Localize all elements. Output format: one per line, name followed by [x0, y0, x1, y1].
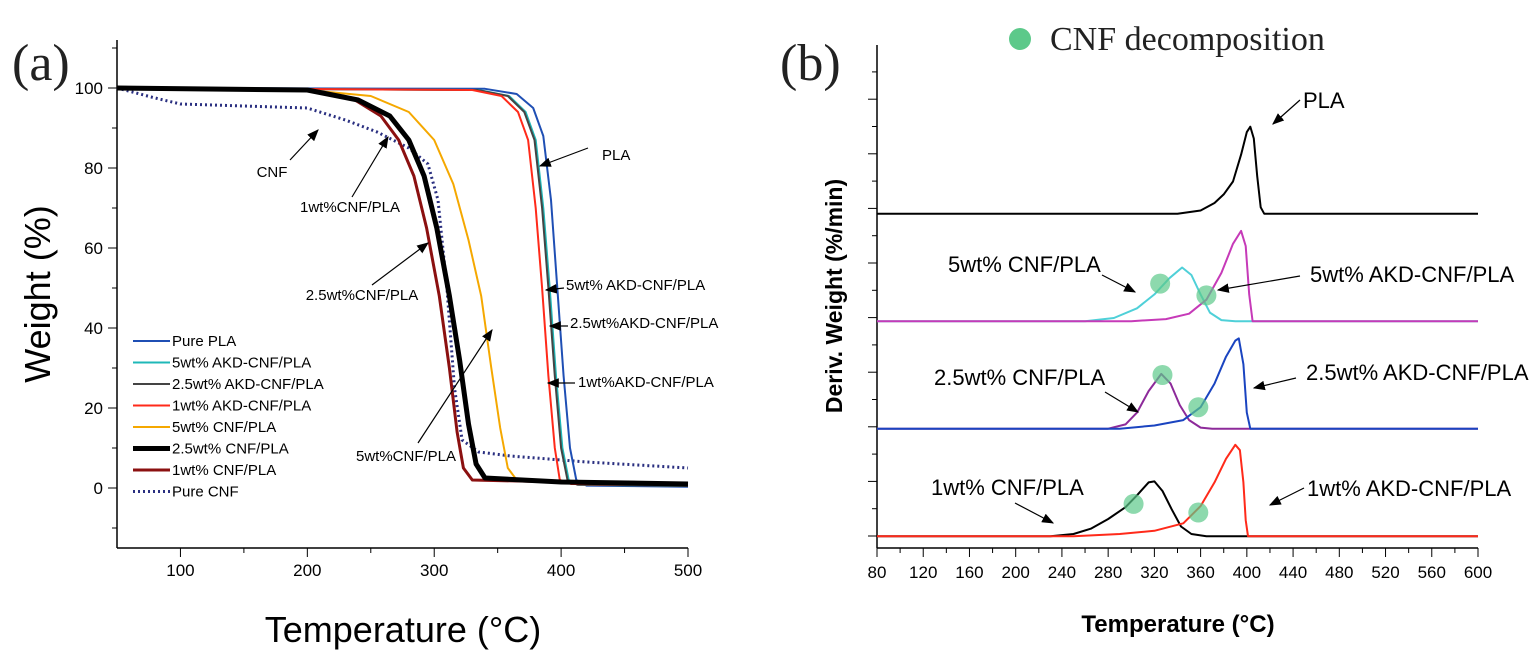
- x-tick-label: 440: [1279, 563, 1307, 582]
- series-line-2-5wt-akd-cnf-pla: [877, 337, 1478, 430]
- x-tick-label: 500: [674, 561, 702, 580]
- y-tick-label: 20: [84, 399, 103, 418]
- annotation-label: 5wt%CNF/PLA: [356, 448, 456, 465]
- x-tick-label: 280: [1094, 563, 1122, 582]
- decomposition-legend-label: CNF decomposition: [1050, 21, 1325, 58]
- y-tick-label: 0: [94, 479, 103, 498]
- decomposition-marker: [1123, 493, 1144, 514]
- legend-label: 2.5wt% AKD-CNF/PLA: [172, 376, 324, 393]
- y-tick-label: 60: [84, 239, 103, 258]
- legend-label: 1wt% CNF/PLA: [172, 462, 276, 479]
- series-line-2-5wt-cnf-pla: [116, 85, 689, 487]
- series-line-5wt-cnf-pla: [877, 266, 1478, 323]
- x-tick-label: 120: [909, 563, 937, 582]
- x-tick-label: 400: [1233, 563, 1261, 582]
- annotation-label: 2.5wt% CNF/PLA: [934, 365, 1105, 390]
- annotation-label: 2.5wt%CNF/PLA: [306, 287, 419, 304]
- panel-b-label: (b): [780, 35, 841, 92]
- annotation-label: PLA: [1303, 88, 1345, 113]
- legend-label: 5wt% AKD-CNF/PLA: [172, 355, 311, 372]
- annotation-arrow: [1101, 274, 1137, 293]
- legend-label: 1wt% AKD-CNF/PLA: [172, 398, 311, 415]
- x-tick-label: 560: [1418, 563, 1446, 582]
- legend-label: Pure CNF: [172, 484, 239, 501]
- y-tick-label: 80: [84, 159, 103, 178]
- annotation-label: PLA: [602, 147, 630, 164]
- annotation-label: 2.5wt% AKD-CNF/PLA: [1306, 360, 1529, 385]
- x-tick-label: 100: [166, 561, 194, 580]
- annotation-arrow: [371, 242, 429, 286]
- annotation-label: 5wt% CNF/PLA: [948, 252, 1101, 277]
- legend-label: Pure PLA: [172, 333, 236, 350]
- x-tick-label: 200: [1002, 563, 1030, 582]
- annotation-label: 1wt%CNF/PLA: [300, 199, 400, 216]
- annotation-arrow: [351, 135, 389, 198]
- panel-a-xlabel: Temperature (°C): [265, 609, 541, 650]
- annotation-label: 5wt% AKD-CNF/PLA: [566, 277, 705, 294]
- x-tick-label: 240: [1048, 563, 1076, 582]
- panel-b: 80 120 160 200 240 280 320 360 400 440 480 520 560 60…: [868, 45, 1529, 582]
- annotation-label: CNF: [257, 164, 288, 181]
- annotation-label: 5wt% AKD-CNF/PLA: [1310, 262, 1514, 287]
- panel-b-ylabel: Deriv. Weight (%/min): [821, 179, 847, 413]
- y-tick-label: 100: [75, 79, 103, 98]
- panel-a-ylabel: Weight (%): [17, 205, 58, 382]
- panel-a-label: (a): [12, 35, 70, 92]
- series-line-5wt-akd-cnf-pla: [877, 229, 1478, 323]
- y-tick-label: 40: [84, 319, 103, 338]
- legend-label: 2.5wt% CNF/PLA: [172, 441, 289, 458]
- x-tick-label: 360: [1186, 563, 1214, 582]
- annotation-arrow: [1104, 391, 1140, 413]
- annotation-label: 1wt% CNF/PLA: [931, 475, 1084, 500]
- x-tick-label: 300: [420, 561, 448, 580]
- decomposition-marker: [1188, 397, 1209, 418]
- series-line-pla: [877, 125, 1478, 215]
- panel-a: 100 200 300 400 500 0 20 40 60 80 100 Pure PLA 5wt% …: [75, 40, 718, 580]
- annotation-arrow: [1252, 377, 1297, 391]
- annotation-arrow: [1272, 99, 1301, 125]
- x-tick-label: 520: [1371, 563, 1399, 582]
- annotation-arrow: [417, 328, 493, 444]
- annotation-arrow: [538, 147, 589, 167]
- legend-label: 5wt% CNF/PLA: [172, 419, 276, 436]
- annotation-arrow: [1014, 502, 1055, 524]
- panel-b-xlabel: Temperature (°C): [1081, 611, 1274, 638]
- decomposition-marker: [1152, 364, 1173, 385]
- annotation-arrow: [289, 129, 319, 161]
- x-tick-label: 80: [868, 563, 887, 582]
- annotation-arrow: [1216, 275, 1301, 293]
- x-tick-label: 480: [1325, 563, 1353, 582]
- annotation-arrow: [1268, 487, 1305, 506]
- decomposition-marker: [1196, 285, 1217, 306]
- x-tick-label: 400: [547, 561, 575, 580]
- series-line-pure-cnf: [116, 86, 689, 470]
- x-tick-label: 600: [1464, 563, 1492, 582]
- annotation-label: 1wt% AKD-CNF/PLA: [1307, 476, 1511, 501]
- series-line-1wt-akd-cnf-pla: [877, 443, 1478, 538]
- x-tick-label: 200: [293, 561, 321, 580]
- x-tick-label: 320: [1140, 563, 1168, 582]
- annotation-label: 1wt%AKD-CNF/PLA: [578, 374, 714, 391]
- series-line-1wt-cnf-pla: [877, 480, 1478, 538]
- x-tick-label: 160: [955, 563, 983, 582]
- annotation-label: 2.5wt%AKD-CNF/PLA: [570, 315, 718, 332]
- annotation-arrow: [544, 284, 565, 294]
- decomposition-marker: [1150, 273, 1171, 294]
- decomposition-marker: [1188, 502, 1209, 523]
- decomposition-legend-marker: [1009, 28, 1031, 50]
